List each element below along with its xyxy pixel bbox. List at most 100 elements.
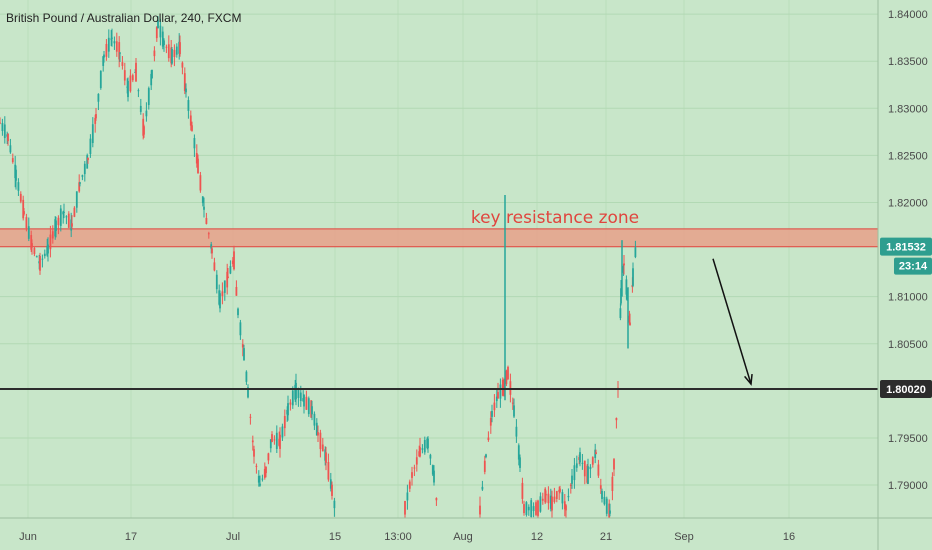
candle-body <box>97 93 100 102</box>
candle-body <box>219 293 221 309</box>
candle-body <box>547 493 550 504</box>
candle-body <box>567 495 570 498</box>
candle-body <box>583 460 586 477</box>
candle-body <box>65 216 68 218</box>
candle-body <box>165 46 168 48</box>
chart-title: British Pound / Australian Dollar, 240, … <box>6 11 241 25</box>
candle-body <box>565 505 567 511</box>
x-tick-label: 21 <box>600 531 612 543</box>
candle-body <box>118 42 121 60</box>
candle-body <box>527 506 530 511</box>
candle-body <box>3 124 6 139</box>
candle-body <box>419 447 421 457</box>
candle-body <box>210 244 213 249</box>
candle-body <box>613 459 615 470</box>
candle-body <box>634 247 637 258</box>
candle-body <box>575 463 578 468</box>
candle-body <box>622 266 625 273</box>
candle-body <box>489 417 492 426</box>
candle-body <box>63 211 65 213</box>
candle-body <box>247 387 249 398</box>
candle-body <box>263 468 266 478</box>
candle-body <box>530 500 533 517</box>
candle-body <box>507 366 509 379</box>
candle-body <box>62 211 65 215</box>
candle-body <box>229 266 232 274</box>
candle-body <box>631 285 634 288</box>
overlays <box>0 258 878 390</box>
candle-body <box>327 462 330 480</box>
candle-body <box>581 462 584 464</box>
candle-body <box>9 145 12 153</box>
candle-body <box>197 158 199 174</box>
countdown-tag <box>894 257 932 275</box>
candle-body <box>163 40 165 46</box>
candle-body <box>43 253 46 257</box>
candle-body <box>619 308 622 319</box>
candle-body <box>17 182 20 191</box>
candle-body <box>107 37 110 52</box>
candle-body <box>421 448 424 450</box>
candle-body <box>253 449 255 457</box>
candle-body <box>487 437 490 441</box>
candle-body <box>173 49 176 58</box>
candle-body <box>511 402 514 404</box>
x-tick-label: 16 <box>783 531 795 543</box>
candle-body <box>189 115 192 126</box>
candle-body <box>237 308 239 316</box>
candle-body <box>57 217 60 226</box>
candle-body <box>632 268 634 286</box>
candle-body <box>431 465 434 475</box>
candle-body <box>319 432 322 450</box>
candle-body <box>187 100 190 111</box>
candle-body <box>311 406 313 415</box>
support-price-label: 1.80020 <box>886 384 926 396</box>
candle-body <box>271 434 273 442</box>
candle-body <box>549 495 552 509</box>
candle-body <box>505 370 508 385</box>
x-tick-label: 13:00 <box>384 531 412 543</box>
candle-body <box>55 220 57 231</box>
candle-body <box>406 492 409 501</box>
candle-body <box>215 274 218 290</box>
candle-body <box>591 457 594 465</box>
candle-body <box>143 126 145 135</box>
candle-body <box>491 410 493 417</box>
candle-body <box>329 479 332 489</box>
candle-body <box>239 322 242 336</box>
candle-body <box>283 415 286 429</box>
candle-body <box>544 488 547 503</box>
candle-body <box>135 62 137 82</box>
candle-body <box>279 434 281 449</box>
down-arrow-line <box>712 258 752 385</box>
candle-body <box>47 244 49 254</box>
candle-body <box>30 235 33 250</box>
candle-body <box>67 213 70 228</box>
candle-body <box>501 379 504 396</box>
candle-body <box>231 260 234 265</box>
candle-body <box>521 482 524 499</box>
candle-body <box>155 27 158 39</box>
candle-body <box>579 452 581 463</box>
candle-body <box>123 70 126 81</box>
candle-body <box>161 31 164 47</box>
candle-body <box>599 485 602 489</box>
candle-body <box>41 258 44 260</box>
resistance-zone-layer: key resistance zone <box>0 208 878 248</box>
candle-body <box>251 440 254 443</box>
candle-body <box>78 182 81 192</box>
candle-body <box>243 348 245 361</box>
candle-body <box>181 62 184 68</box>
candle-body <box>150 73 153 86</box>
candle-body <box>0 122 1 124</box>
candle-body <box>289 402 292 405</box>
candle-body <box>151 69 153 79</box>
candle-body <box>159 25 162 38</box>
candle-body <box>435 498 438 501</box>
resistance-zone-label: key resistance zone <box>471 208 639 228</box>
candle-body <box>479 505 481 515</box>
candle-body <box>499 384 502 399</box>
candle-body <box>481 486 484 490</box>
